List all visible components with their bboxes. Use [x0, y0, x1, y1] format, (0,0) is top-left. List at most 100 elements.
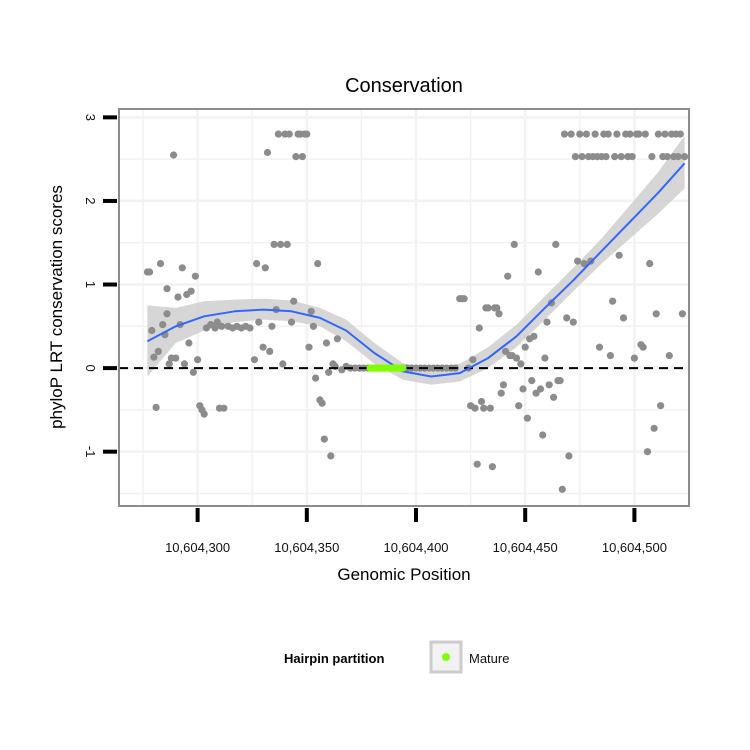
data-point [530, 332, 538, 340]
data-point [674, 153, 682, 161]
data-point [274, 130, 282, 138]
y-tick-label: 3 [83, 114, 98, 121]
data-point [194, 356, 202, 364]
data-point [499, 381, 507, 389]
data-point [604, 130, 612, 138]
legend-mature-dot [442, 653, 450, 661]
data-point [165, 360, 173, 368]
data-point [287, 318, 296, 326]
chart-title: Conservation [345, 75, 463, 97]
data-point [678, 310, 687, 318]
data-point [191, 272, 199, 280]
data-point [178, 264, 186, 272]
data-point [497, 389, 505, 397]
panel-border [118, 108, 690, 507]
mature-point [399, 364, 407, 372]
data-point [283, 240, 291, 248]
data-point [292, 153, 300, 161]
data-point [159, 321, 167, 329]
data-point [650, 424, 658, 432]
data-point [163, 310, 171, 318]
data-point [469, 356, 477, 364]
data-point [268, 322, 276, 330]
data-point [565, 452, 573, 460]
data-point [189, 368, 197, 376]
data-point [611, 153, 619, 161]
data-point [163, 285, 171, 293]
data-point [259, 343, 267, 351]
data-point [309, 322, 317, 330]
data-point [576, 130, 584, 138]
x-axis: 10,604,300 10,604,350 10,604,400 10,604,450… [165, 508, 667, 555]
data-point [471, 404, 479, 412]
smooth-fit-line [146, 162, 686, 378]
data-point [534, 268, 542, 276]
data-point [681, 153, 689, 161]
data-point [261, 264, 269, 272]
data-point [493, 304, 501, 312]
data-point [630, 354, 639, 362]
data-point [285, 130, 293, 138]
data-point [148, 326, 156, 335]
data-point [246, 324, 254, 332]
data-point [543, 318, 551, 326]
data-point [211, 324, 219, 332]
data-point [556, 377, 564, 385]
data-point [635, 130, 643, 138]
data-point [152, 403, 160, 411]
data-point [312, 374, 320, 382]
data-point [200, 410, 208, 418]
y-axis-title: phyloP LRT conservation scores [47, 185, 66, 429]
data-point [558, 485, 566, 493]
data-point [154, 347, 162, 355]
data-point [220, 404, 228, 412]
data-point [314, 260, 322, 268]
plot-panel [118, 108, 690, 507]
y-tick-label: -1 [83, 446, 98, 458]
data-point [663, 153, 671, 161]
data-point [488, 463, 496, 471]
data-point [510, 240, 518, 248]
data-point [218, 322, 226, 330]
data-point [305, 343, 313, 351]
data-point [639, 343, 647, 351]
data-point [477, 397, 486, 406]
data-point [646, 260, 654, 268]
data-point [504, 272, 512, 280]
legend-label-mature: Mature [469, 651, 509, 666]
data-point [613, 130, 621, 138]
data-point [327, 452, 335, 460]
data-point [563, 314, 571, 322]
data-point [150, 353, 158, 361]
data-point [517, 360, 525, 368]
data-point [156, 260, 165, 268]
data-point [657, 402, 665, 410]
data-point [569, 318, 577, 326]
data-point [545, 381, 553, 389]
data-point [512, 354, 521, 362]
y-tick-label: 0 [83, 364, 98, 371]
data-point [578, 153, 586, 161]
data-point [628, 153, 636, 161]
data-point [277, 240, 285, 248]
legend: Hairpin partition Mature [284, 640, 509, 674]
mature-points-layer [366, 364, 407, 372]
x-axis-title: Genomic Position [337, 565, 470, 584]
data-point [270, 240, 278, 248]
data-point [617, 153, 625, 161]
data-point [255, 318, 263, 326]
y-axis: -1 0 1 2 3 [83, 114, 117, 458]
data-point [652, 310, 660, 318]
data-point [475, 324, 483, 332]
data-point [320, 435, 328, 443]
data-point [263, 148, 272, 157]
data-point [250, 356, 258, 364]
data-point [519, 385, 527, 393]
x-tick-label: 10,604,300 [165, 540, 230, 555]
data-point [187, 287, 195, 295]
data-point [571, 153, 580, 161]
data-point [279, 360, 287, 368]
x-tick-label: 10,604,350 [274, 540, 339, 555]
data-point [648, 153, 656, 161]
